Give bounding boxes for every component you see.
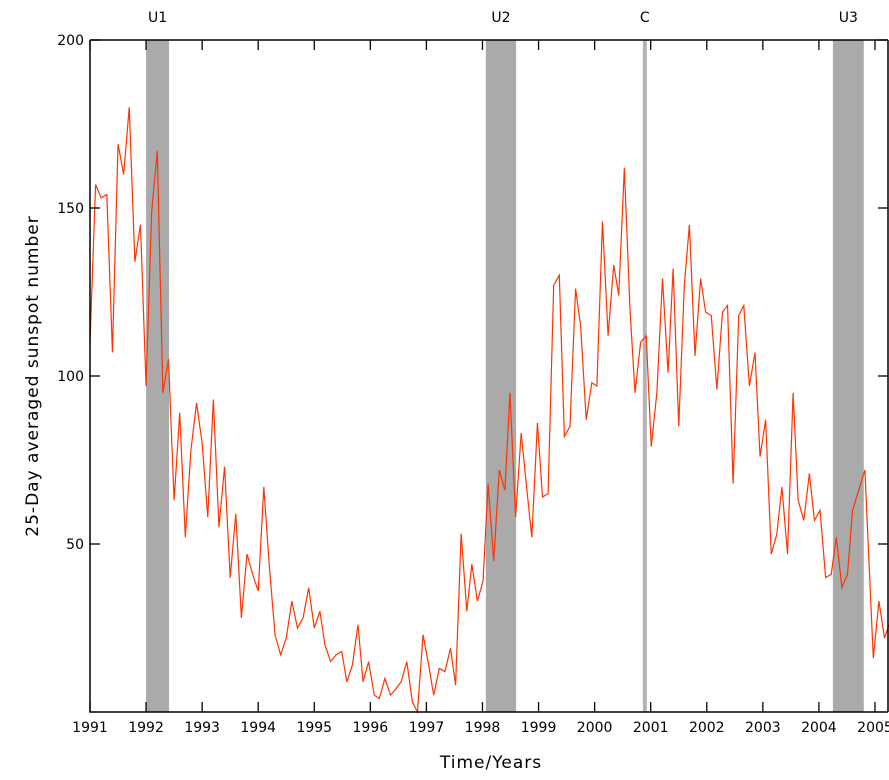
band-label: C [640,10,650,26]
x-tick-label: 1998 [465,720,501,736]
x-tick-label: 1995 [296,720,332,736]
x-tick-label: 2000 [577,720,613,736]
band-label: U1 [148,10,167,26]
band-label: U2 [491,10,510,26]
y-tick-label: 150 [57,201,84,217]
x-tick-label: 2004 [801,720,837,736]
y-axis-label: 25-Day averaged sunspot number [23,215,43,536]
y-tick-label: 100 [57,369,84,385]
x-tick-label: 2005 [857,720,889,736]
data-line [89,107,889,715]
y-tick-label: 200 [57,33,84,49]
band [832,40,864,712]
x-axis-label: Time/Years [439,753,542,773]
y-tick-label: 50 [66,537,84,553]
band-label: U3 [839,10,858,26]
x-tick-label: 1997 [409,720,445,736]
x-tick-label: 1996 [353,720,389,736]
band [485,40,517,712]
x-tick-label: 2002 [689,720,725,736]
x-tick-label: 1992 [128,720,164,736]
x-tick-label: 2003 [745,720,781,736]
x-tick-label: 1994 [240,720,276,736]
band [642,40,647,712]
x-tick-label: 2001 [633,720,669,736]
x-tick-label: 1999 [521,720,557,736]
x-tick-label: 1993 [184,720,220,736]
x-tick-label: 1991 [72,720,108,736]
